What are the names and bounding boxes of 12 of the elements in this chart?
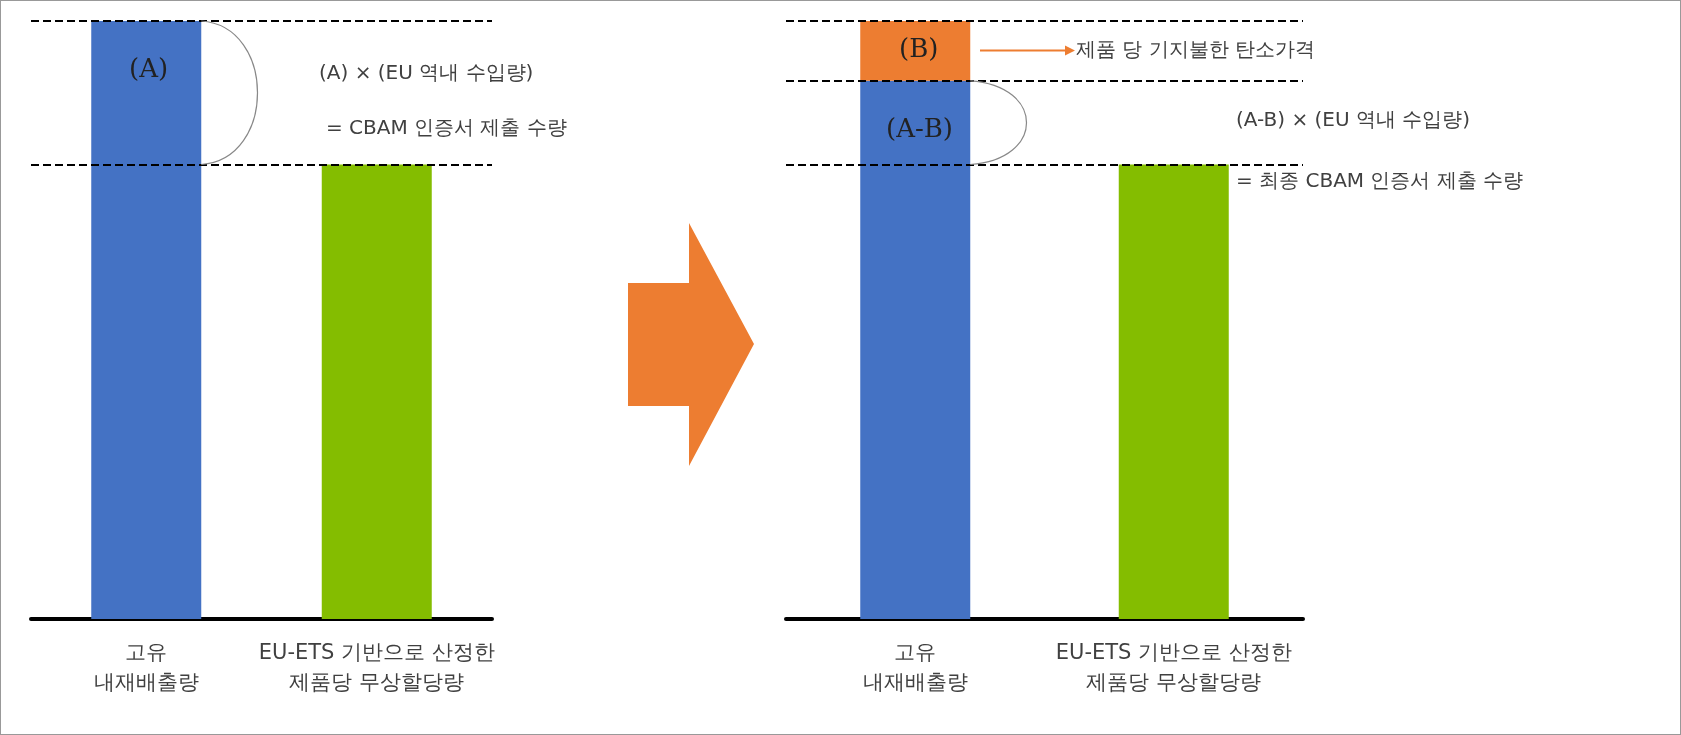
annotation: (A-B) [886,113,953,143]
annotation: (A-B) × (EU 역내 수입량) [1236,106,1471,133]
annotation: 제품 당 기지불한 탄소가격 [1076,36,1316,63]
annotation: (A) [129,53,169,83]
annotation: (B) [899,33,939,63]
annotation: = 최종 CBAM 인증서 제출 수량 [1236,167,1524,194]
annotation: = CBAM 인증서 제출 수량 [326,114,567,141]
x-tick-label: 고유 내재배출량 [93,640,199,694]
x-tick-label: EU-ETS 기반으로 산정한 제품당 무상할당량 [258,640,495,694]
x-tick-label: EU-ETS 기반으로 산정한 제품당 무상할당량 [1055,640,1292,694]
annotation: (A) × (EU 역내 수입량) [319,59,534,86]
x-tick-label: 고유 내재배출량 [862,640,968,694]
